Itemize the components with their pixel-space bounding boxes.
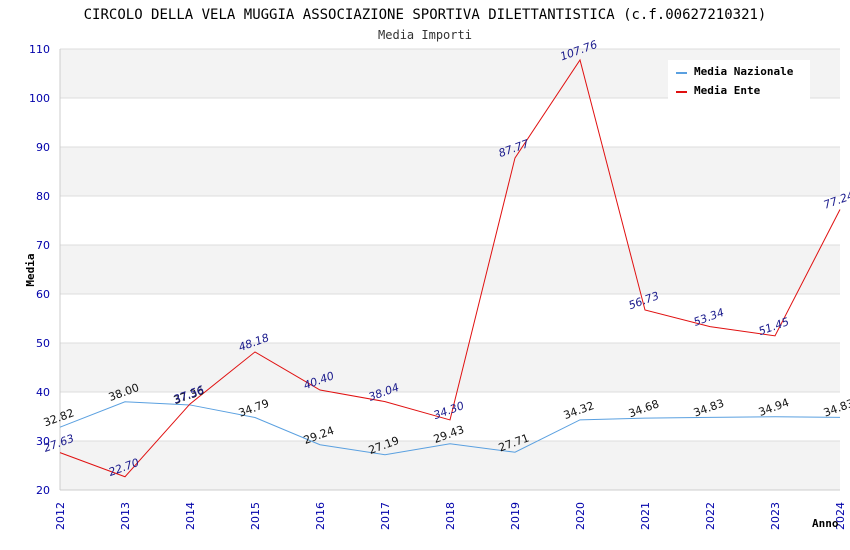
chart-title: CIRCOLO DELLA VELA MUGGIA ASSOCIAZIONE S… xyxy=(84,7,767,23)
x-tick-label: 2013 xyxy=(119,502,132,530)
y-axis-label: Media xyxy=(24,253,37,286)
data-label-nazionale: 34.83 xyxy=(822,397,850,420)
series-line-ente xyxy=(59,58,841,478)
data-label-ente: 34.30 xyxy=(432,399,466,422)
x-tick-label: 2020 xyxy=(574,502,587,530)
x-tick-label: 2018 xyxy=(444,502,457,530)
grid-band xyxy=(60,441,840,490)
x-axis-label: Anno xyxy=(812,517,839,530)
legend: Media Nazionale Media Ente xyxy=(668,60,810,102)
y-tick-label: 40 xyxy=(36,386,50,399)
y-axis-ticks: 20 30 40 50 60 70 80 90 100 110 xyxy=(29,43,50,497)
axes xyxy=(59,49,840,491)
x-tick-label: 2015 xyxy=(249,502,262,530)
x-tick-label: 2012 xyxy=(54,502,67,530)
data-label-nazionale: 34.32 xyxy=(562,399,596,422)
x-tick-label: 2016 xyxy=(314,502,327,530)
y-tick-label: 50 xyxy=(36,337,50,350)
series-lines xyxy=(59,58,841,478)
grid-band xyxy=(60,245,840,294)
x-tick-label: 2021 xyxy=(639,502,652,530)
legend-label-ente: Media Ente xyxy=(694,84,761,97)
chart-subtitle: Media Importi xyxy=(378,28,472,42)
x-tick-label: 2019 xyxy=(509,502,522,530)
data-label-ente: 51.45 xyxy=(757,315,791,338)
x-tick-label: 2014 xyxy=(184,502,197,530)
x-tick-label: 2022 xyxy=(704,502,717,530)
legend-label-nazionale: Media Nazionale xyxy=(694,65,794,78)
y-tick-label: 90 xyxy=(36,141,50,154)
grid-bands xyxy=(60,49,840,490)
grid-band xyxy=(60,147,840,196)
data-label-nazionale: 34.79 xyxy=(237,397,271,420)
grid-band xyxy=(60,343,840,392)
y-tick-label: 110 xyxy=(29,43,50,56)
x-tick-label: 2023 xyxy=(769,502,782,530)
series-line-nazionale xyxy=(59,401,841,456)
grid-lines xyxy=(60,48,840,491)
y-tick-label: 70 xyxy=(36,239,50,252)
data-label-nazionale: 34.83 xyxy=(692,397,726,420)
x-tick-label: 2024 xyxy=(834,502,847,530)
data-label-ente: 53.34 xyxy=(692,306,726,329)
y-tick-label: 20 xyxy=(36,484,50,497)
x-axis-ticks: 2012 2013 2014 2015 2016 2017 2018 2019 2020 2021… xyxy=(54,502,847,530)
y-tick-label: 30 xyxy=(36,435,50,448)
x-tick-label: 2017 xyxy=(379,502,392,530)
legend-background xyxy=(668,60,810,102)
y-tick-label: 100 xyxy=(29,92,50,105)
data-label-nazionale: 32.82 xyxy=(42,406,76,429)
y-tick-label: 80 xyxy=(36,190,50,203)
data-label-nazionale: 34.94 xyxy=(757,396,791,419)
y-tick-label: 60 xyxy=(36,288,50,301)
data-label-nazionale: 34.68 xyxy=(627,397,661,420)
